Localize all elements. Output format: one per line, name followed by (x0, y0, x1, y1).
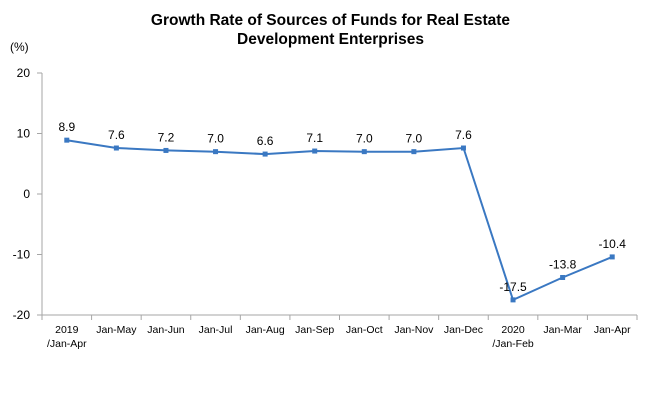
data-label: 7.6 (455, 128, 472, 142)
x-axis-ticks: 2019/Jan-Apr Jan-May Jan-Jun Jan-Jul Jan-Aug… (41, 315, 638, 350)
x-tick-label: Jan-Sep (295, 324, 334, 336)
x-tick-label: Jan-May (96, 324, 137, 336)
data-markers (64, 137, 615, 303)
data-point (262, 151, 268, 157)
data-point (64, 137, 70, 143)
y-tick-label: 10 (17, 127, 31, 141)
data-label: 7.0 (406, 132, 423, 146)
data-label: 7.6 (108, 128, 125, 142)
y-axis-unit-label: (%) (10, 40, 29, 54)
data-label: -13.8 (549, 257, 577, 271)
x-tick-label: 2019/Jan-Apr (47, 324, 87, 350)
data-point (213, 149, 219, 155)
data-label: 7.0 (207, 132, 224, 146)
data-point (460, 145, 466, 151)
data-label: 7.0 (356, 132, 373, 146)
x-tick-label: Jan-Apr (594, 324, 631, 336)
y-tick-label: -10 (13, 248, 31, 262)
data-label: -17.5 (499, 280, 527, 294)
data-point (411, 149, 417, 155)
data-point (113, 145, 119, 151)
x-tick-label: Jan-Aug (246, 324, 285, 336)
series-line (66, 139, 613, 302)
x-tick-label: Jan-Jun (147, 324, 185, 336)
data-label: 6.6 (257, 134, 274, 148)
chart-title: Growth Rate of Sources of Funds for Real… (0, 11, 661, 49)
data-point (560, 274, 566, 280)
y-tick-label: 0 (23, 187, 30, 201)
chart-title-line-1: Growth Rate of Sources of Funds for Real… (150, 12, 511, 29)
data-label: -10.4 (599, 237, 627, 251)
x-tick-label: Jan-Nov (394, 324, 434, 336)
data-point (510, 297, 516, 303)
y-tick-label: 20 (17, 66, 31, 80)
x-tick-label: Jan-Mar (543, 324, 582, 336)
data-point (312, 148, 318, 154)
data-label: 7.2 (158, 130, 175, 144)
y-axis-ticks: 20 10 0 -10 -20 (13, 66, 42, 322)
x-tick-label: Jan-Jul (199, 324, 233, 336)
data-point (163, 147, 169, 153)
data-point (361, 149, 367, 155)
data-point (609, 254, 615, 260)
x-tick-label: Jan-Dec (444, 324, 483, 336)
x-tick-label: 2020/Jan-Feb (492, 324, 534, 350)
data-label: 7.1 (306, 131, 323, 145)
chart-title-line-2: Development Enterprises (237, 31, 424, 48)
data-labels: 8.9 7.6 7.2 7.0 6.6 7.1 7.0 7.0 7.6 -17.5 -13.8 -10… (58, 120, 626, 294)
y-tick-label: -20 (13, 308, 31, 322)
x-tick-label: Jan-Oct (346, 324, 383, 336)
data-label: 8.9 (58, 120, 75, 134)
